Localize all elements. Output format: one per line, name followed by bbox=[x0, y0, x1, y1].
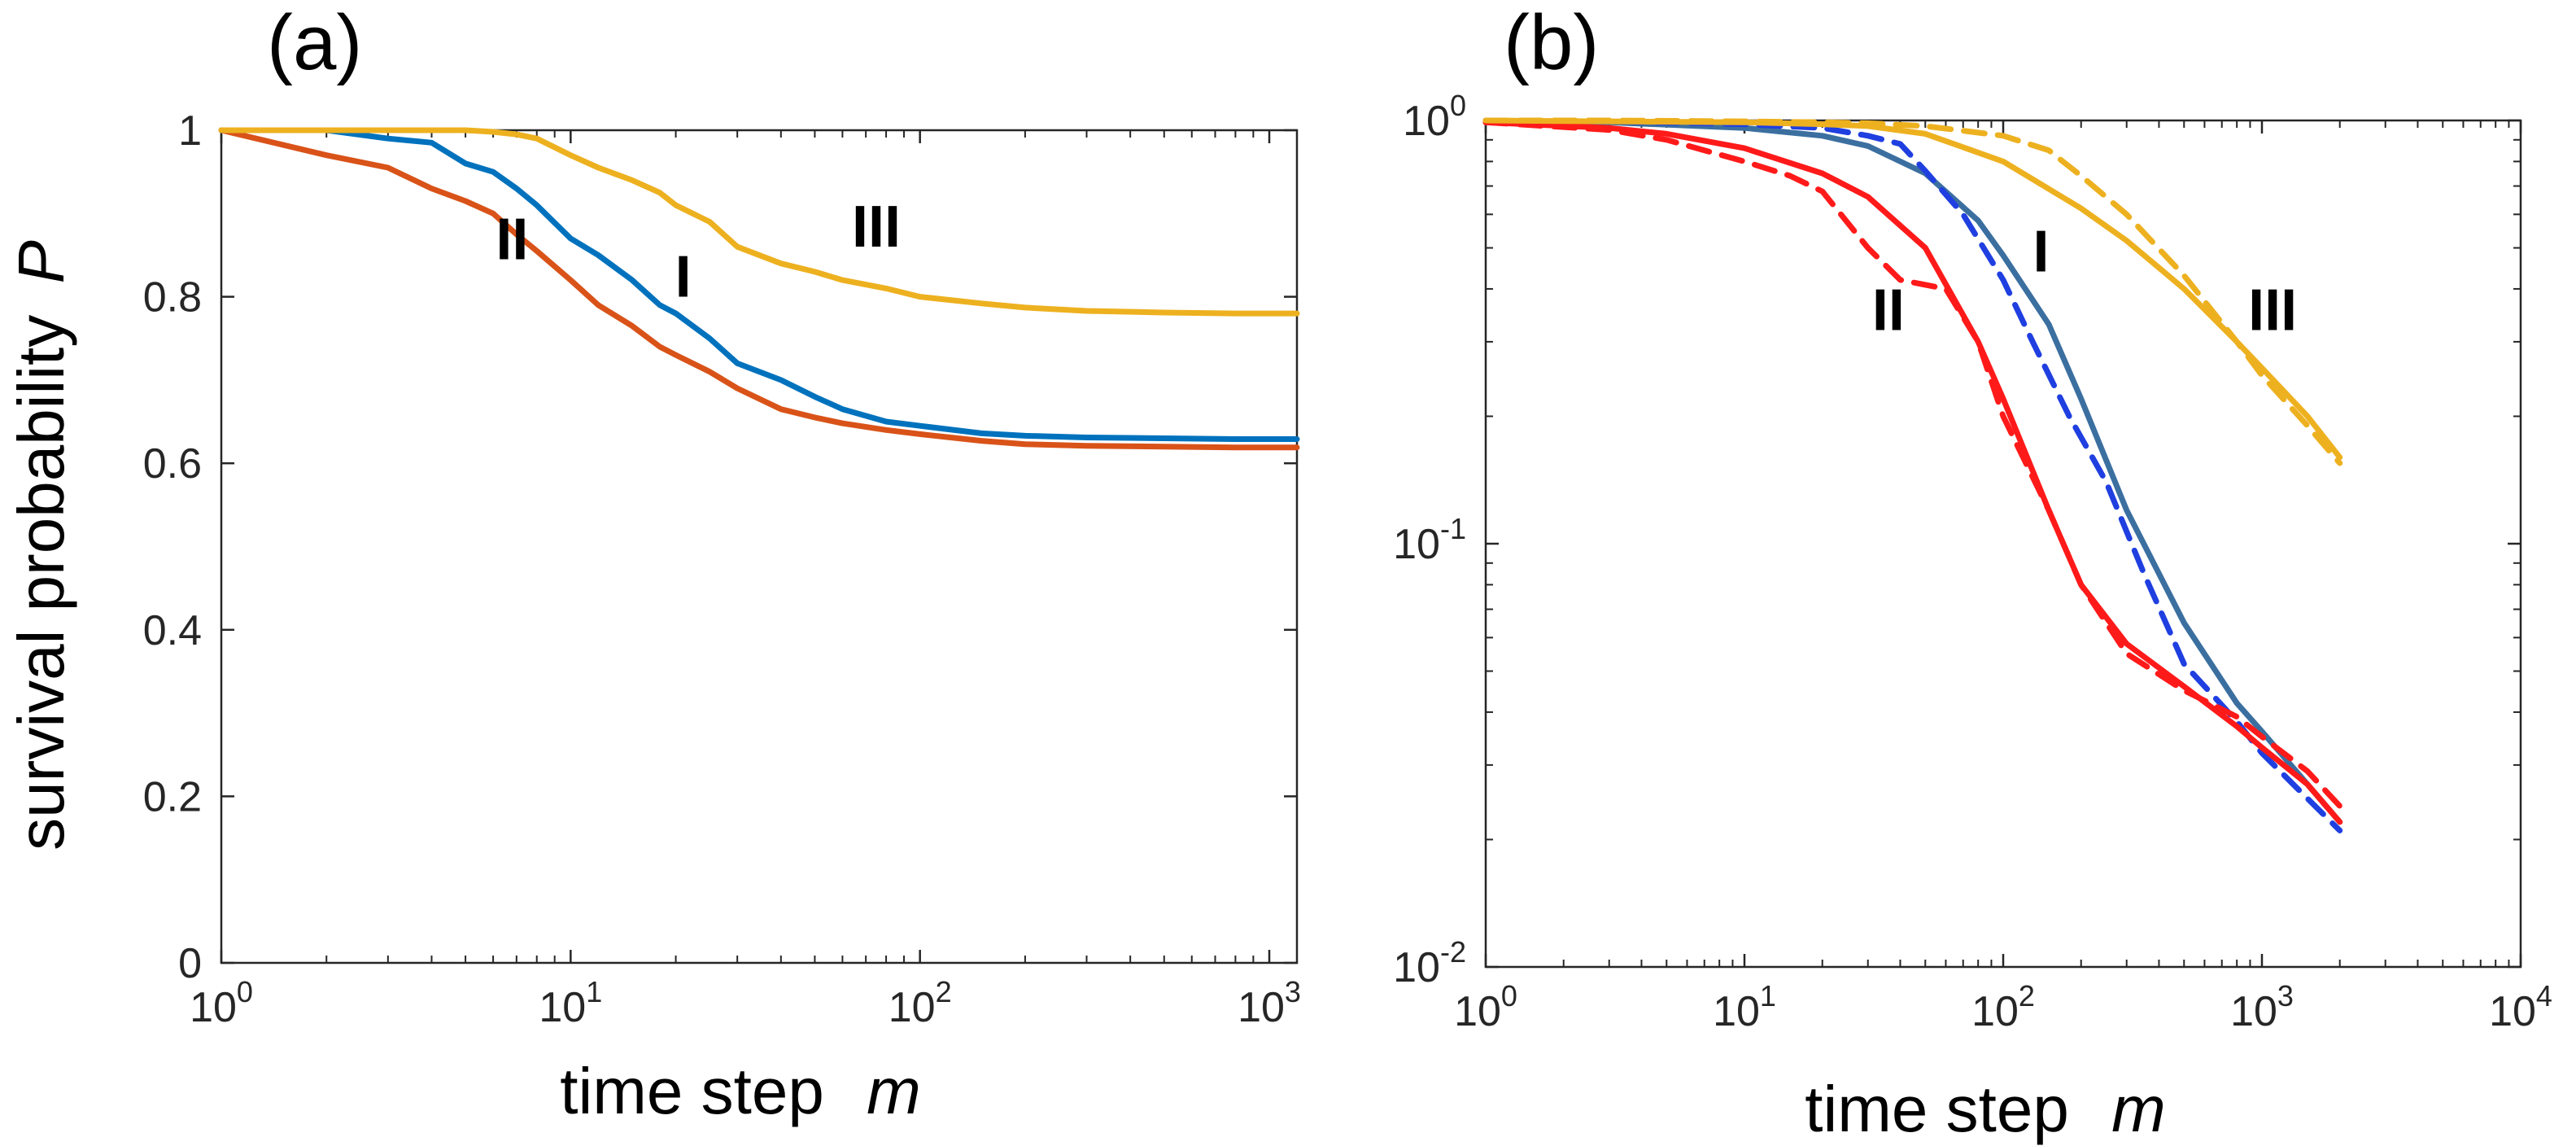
curve-label-I: I bbox=[675, 245, 692, 310]
x-tick-label: 100 bbox=[1454, 979, 1517, 1035]
svg-text:survival probability P: survival probability P bbox=[5, 240, 77, 851]
panel-a-x-axis-title: time step m bbox=[560, 1055, 920, 1127]
panel-b-ticks: 100 101 102 103 104 10-2 10-1 100 bbox=[1393, 89, 2552, 1035]
panel-b-series bbox=[1482, 117, 2343, 833]
y-tick-label: 0.8 bbox=[143, 274, 202, 321]
x-tick-label: 104 bbox=[2489, 979, 2552, 1035]
panel-b-x-axis-title: time step m bbox=[1805, 1073, 2165, 1145]
x-tick-label: 100 bbox=[190, 975, 253, 1031]
series-III-dashed-line bbox=[1482, 117, 2343, 466]
panel-a-y-axis-var: P bbox=[5, 240, 77, 283]
panel-a-label: (a) bbox=[267, 0, 362, 86]
panel-a-series bbox=[218, 127, 1300, 451]
curve-label-III: III bbox=[852, 195, 901, 260]
panel-b-label: (b) bbox=[1504, 0, 1599, 86]
y-tick-label: 1 bbox=[178, 107, 202, 155]
panel-a-x-axis-var: m bbox=[867, 1055, 921, 1127]
x-tick-label: 102 bbox=[1971, 979, 2035, 1035]
panel-b-x-axis-label: time step bbox=[1805, 1073, 2069, 1145]
panel-a-ticks: 100 101 102 103 0 0.2 0.4 0.6 0.8 1 bbox=[143, 107, 1301, 1031]
x-tick-label: 101 bbox=[539, 975, 602, 1031]
y-tick-label: 0.6 bbox=[143, 440, 202, 488]
series-III-solid-line bbox=[1482, 117, 2343, 461]
x-tick-label: 101 bbox=[1713, 979, 1776, 1035]
panel-a-x-axis-label: time step bbox=[560, 1055, 824, 1127]
x-tick-label: 103 bbox=[1238, 975, 1301, 1031]
series-I-solid-line bbox=[218, 127, 1300, 442]
series-I-dashed-line bbox=[1482, 117, 2343, 833]
series-II-dashed-line bbox=[1482, 119, 2343, 809]
y-tick-label: 0 bbox=[178, 940, 202, 987]
y-tick-label: 100 bbox=[1403, 89, 1466, 145]
curve-label-II: II bbox=[496, 208, 528, 273]
panel-a-y-axis-title: survival probability P bbox=[5, 240, 77, 851]
series-III-solid-line bbox=[218, 127, 1300, 317]
y-tick-label: 10-1 bbox=[1393, 512, 1466, 568]
curve-label-III: III bbox=[2248, 278, 2297, 343]
series-I-solid-line bbox=[1482, 118, 2343, 825]
x-tick-label: 103 bbox=[2230, 979, 2294, 1035]
curve-label-II: II bbox=[1872, 278, 1905, 343]
x-tick-label: 102 bbox=[889, 975, 952, 1031]
panel-a-axes-frame bbox=[220, 129, 1299, 964]
y-tick-label: 0.2 bbox=[143, 773, 202, 820]
panel-b-x-axis-var: m bbox=[2111, 1073, 2166, 1145]
series-II-solid-line bbox=[218, 127, 1300, 451]
panel-a-y-axis-label: survival probability bbox=[5, 315, 77, 851]
curve-label-I: I bbox=[2032, 219, 2049, 284]
panel-b-axes-frame bbox=[1484, 119, 2522, 969]
y-tick-label: 0.4 bbox=[143, 607, 202, 654]
y-tick-label: 10-2 bbox=[1393, 935, 1466, 991]
series-II-solid-line bbox=[1482, 119, 2343, 825]
